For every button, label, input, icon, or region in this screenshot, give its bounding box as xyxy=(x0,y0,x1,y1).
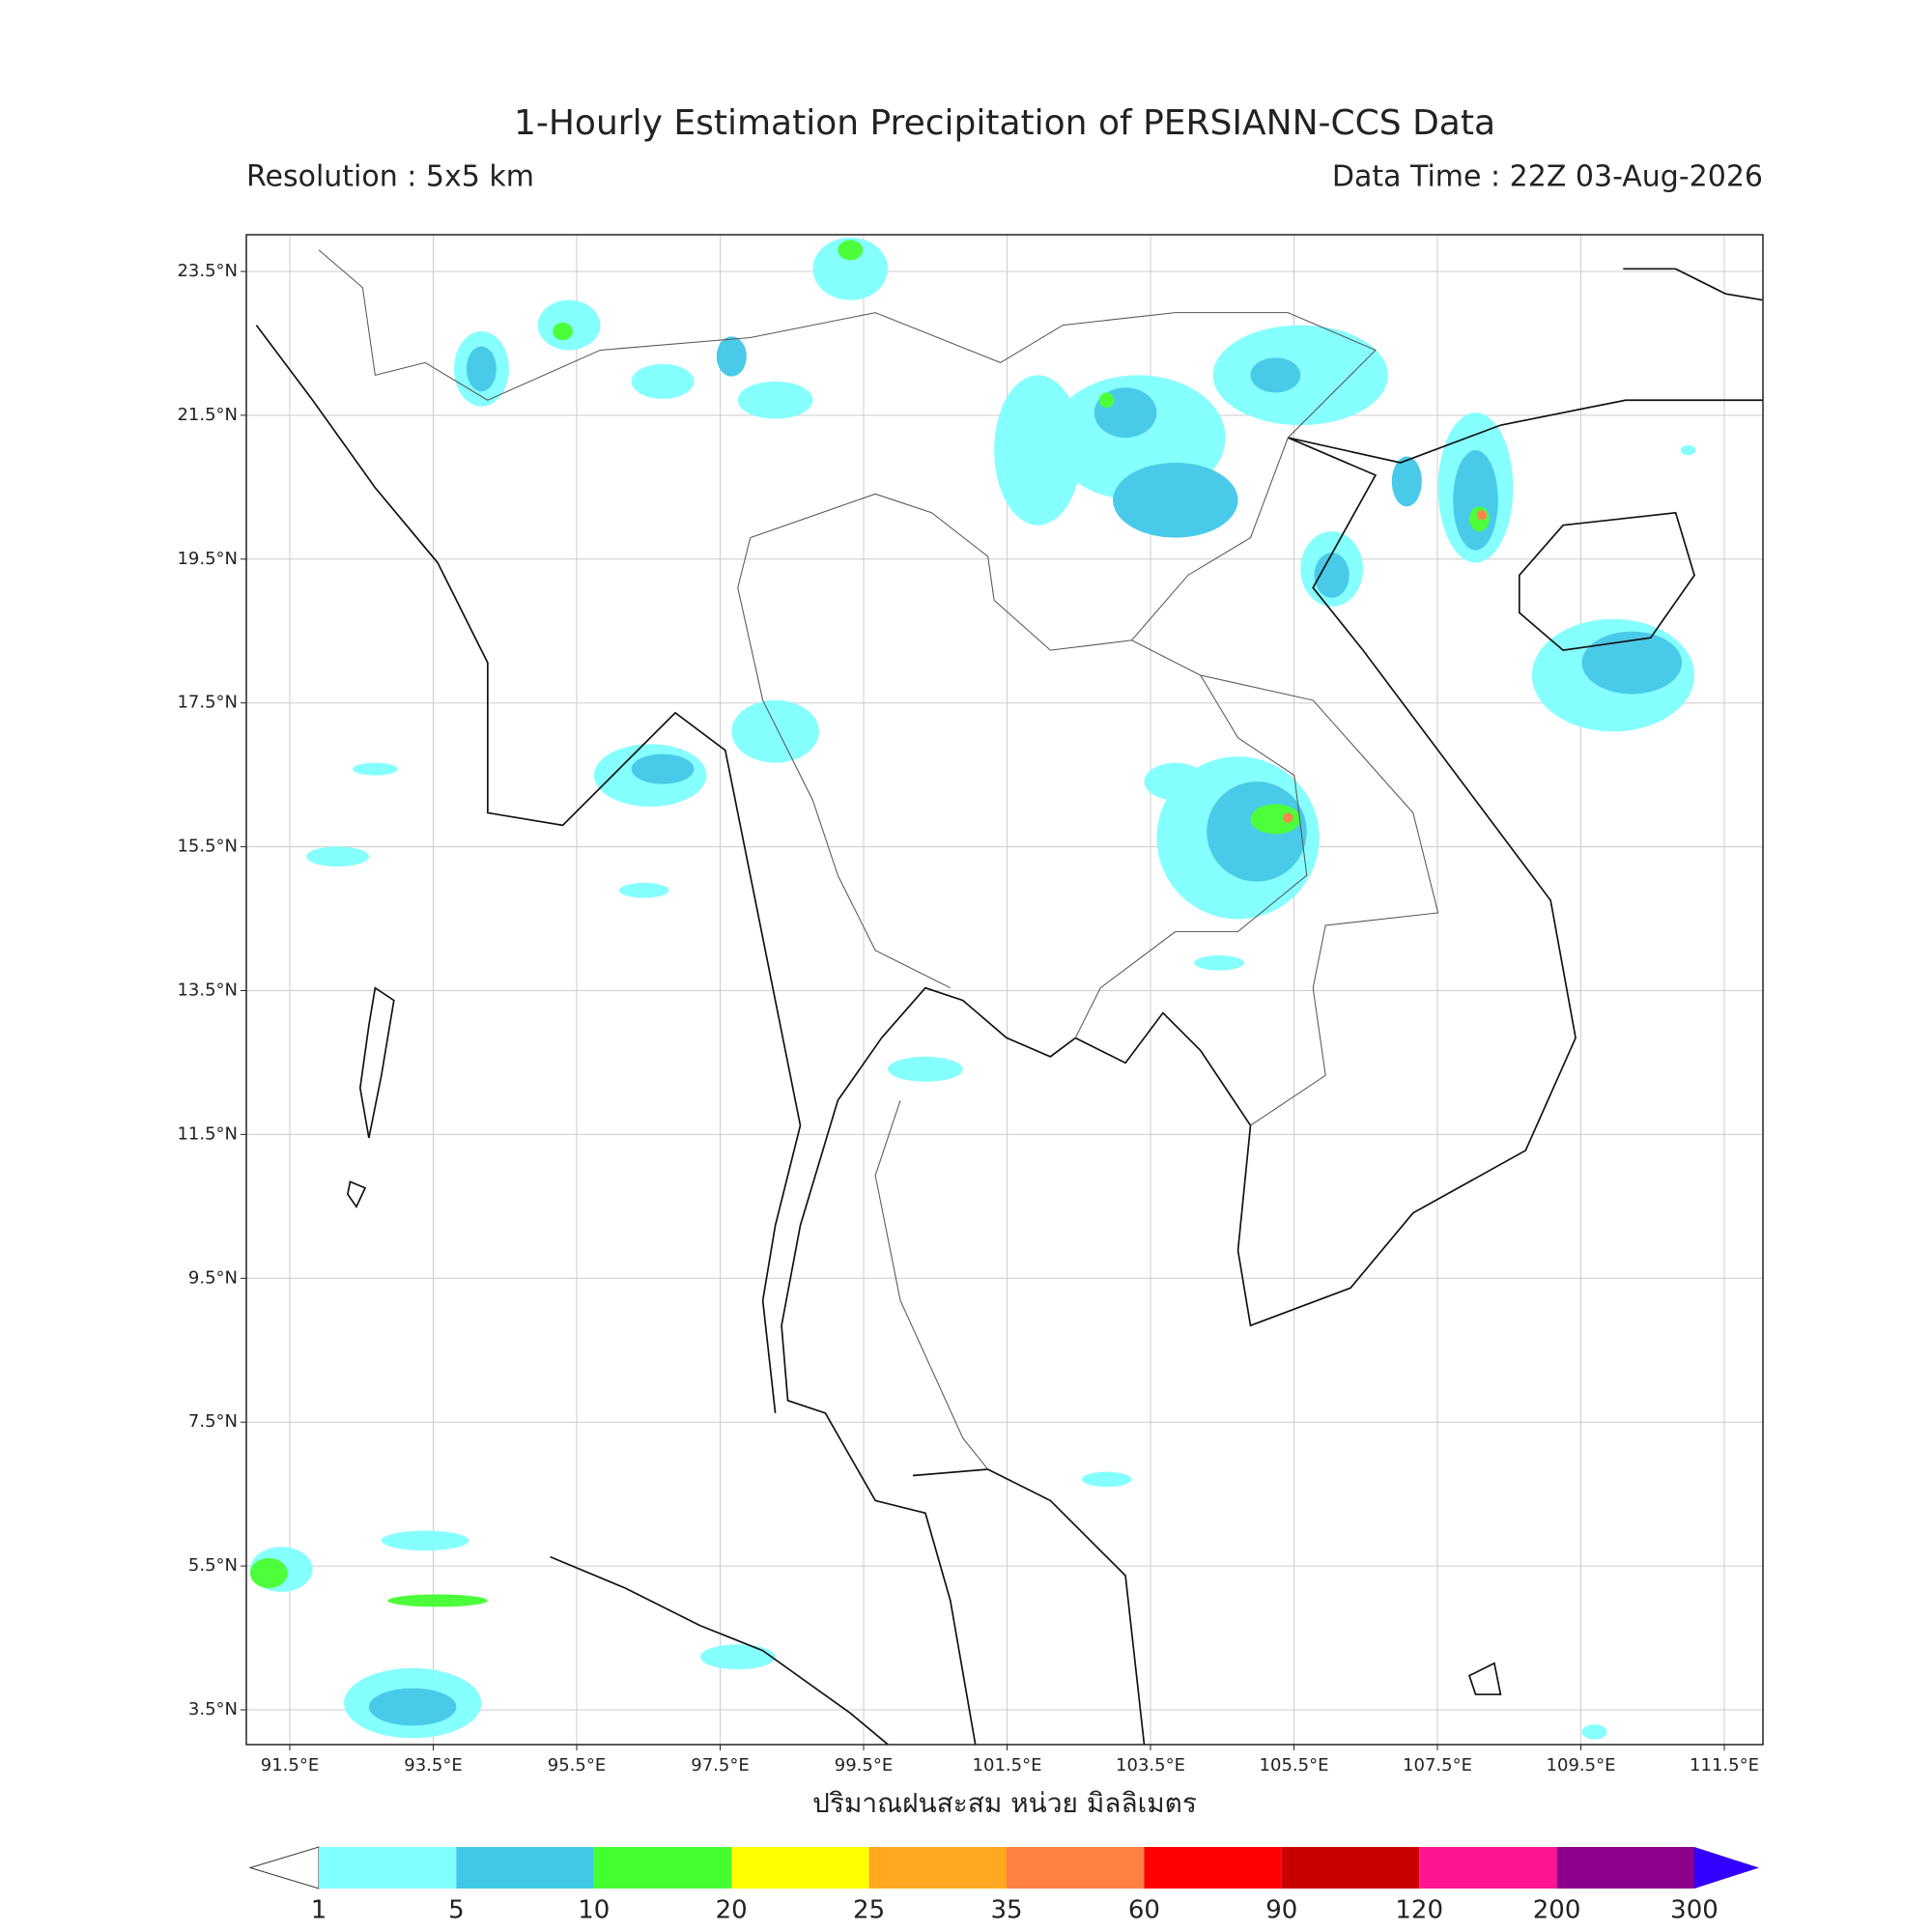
lat-tick-label: 11.5°N xyxy=(177,1123,238,1144)
lat-tick-label: 17.5°N xyxy=(177,693,238,713)
colorbar-box xyxy=(319,1847,457,1889)
lon-tick-label: 97.5°E xyxy=(691,1755,749,1776)
lon-tick-label: 99.5°E xyxy=(835,1755,893,1776)
colorbar-label: 200 xyxy=(1533,1896,1581,1925)
lat-tick-label: 19.5°N xyxy=(177,549,238,569)
lat-tick-label: 3.5°N xyxy=(188,1699,238,1719)
colorbar-label: 90 xyxy=(1265,1896,1297,1925)
coastlines xyxy=(255,268,1764,1746)
colorbar-box xyxy=(731,1847,869,1889)
colorbar-box xyxy=(1556,1847,1694,1889)
lat-tick-label: 7.5°N xyxy=(188,1411,238,1432)
colorbar-box xyxy=(456,1847,594,1889)
lon-tick-label: 91.5°E xyxy=(261,1755,319,1776)
colorbar-under xyxy=(248,1846,320,1889)
lon-tick-label: 101.5°E xyxy=(973,1755,1042,1776)
lon-tick-label: 109.5°E xyxy=(1547,1755,1616,1776)
map-frame xyxy=(245,234,1764,1746)
colorbar-box xyxy=(1281,1847,1420,1889)
lon-tick-label: 103.5°E xyxy=(1116,1755,1185,1776)
lon-tick-label: 93.5°E xyxy=(404,1755,462,1776)
lat-tick-label: 5.5°N xyxy=(188,1555,238,1576)
colorbar-label: 120 xyxy=(1395,1896,1443,1925)
colorbar-label: 300 xyxy=(1670,1896,1719,1925)
grid: 91.5°E 93.5°E 95.5°E 97.5°E 99.5°E 101.5°E 103… xyxy=(177,235,1763,1776)
lat-tick-label: 23.5°N xyxy=(177,261,238,281)
resolution: Resolution : 5x5 km xyxy=(246,160,534,194)
colorbar-box xyxy=(868,1847,1007,1889)
borders xyxy=(318,249,1439,1470)
colorbar-over xyxy=(1694,1847,1759,1889)
colorbar-label: 60 xyxy=(1128,1896,1160,1925)
colorbar-label: 1 xyxy=(311,1896,327,1925)
colorbar-box xyxy=(1144,1847,1282,1889)
lon-tick-label: 111.5°E xyxy=(1690,1755,1759,1776)
lon-tick-label: 105.5°E xyxy=(1260,1755,1329,1776)
colorbar-box xyxy=(593,1847,732,1889)
colorbar-label: 5 xyxy=(448,1896,465,1925)
colorbar-label: 25 xyxy=(853,1896,885,1925)
rain-areas xyxy=(249,237,1696,1740)
x-axis-label: ปริมาณฝนสะสม หน่วย มิลลิเมตร xyxy=(812,1787,1197,1819)
lat-tick-label: 13.5°N xyxy=(177,980,238,1001)
lat-tick-label: 9.5°N xyxy=(188,1267,238,1288)
lat-tick-label: 15.5°N xyxy=(177,837,238,857)
colorbar: 1 5 10 20 25 35 60 90 120 200 300 xyxy=(248,1846,1759,1925)
colorbar-label: 35 xyxy=(990,1896,1022,1925)
colorbar-label: 10 xyxy=(578,1896,610,1925)
colorbar-label: 20 xyxy=(716,1896,748,1925)
colorbar-box xyxy=(1007,1847,1145,1889)
map-layer xyxy=(249,237,1764,1746)
title: 1-Hourly Estimation Precipitation of PER… xyxy=(514,103,1495,143)
colorbar-box xyxy=(1419,1847,1557,1889)
lat-tick-label: 21.5°N xyxy=(177,405,238,425)
lon-tick-label: 95.5°E xyxy=(548,1755,606,1776)
data-time: Data Time : 22Z 03-Aug-2026 xyxy=(1332,160,1763,194)
lon-tick-label: 107.5°E xyxy=(1403,1755,1472,1776)
